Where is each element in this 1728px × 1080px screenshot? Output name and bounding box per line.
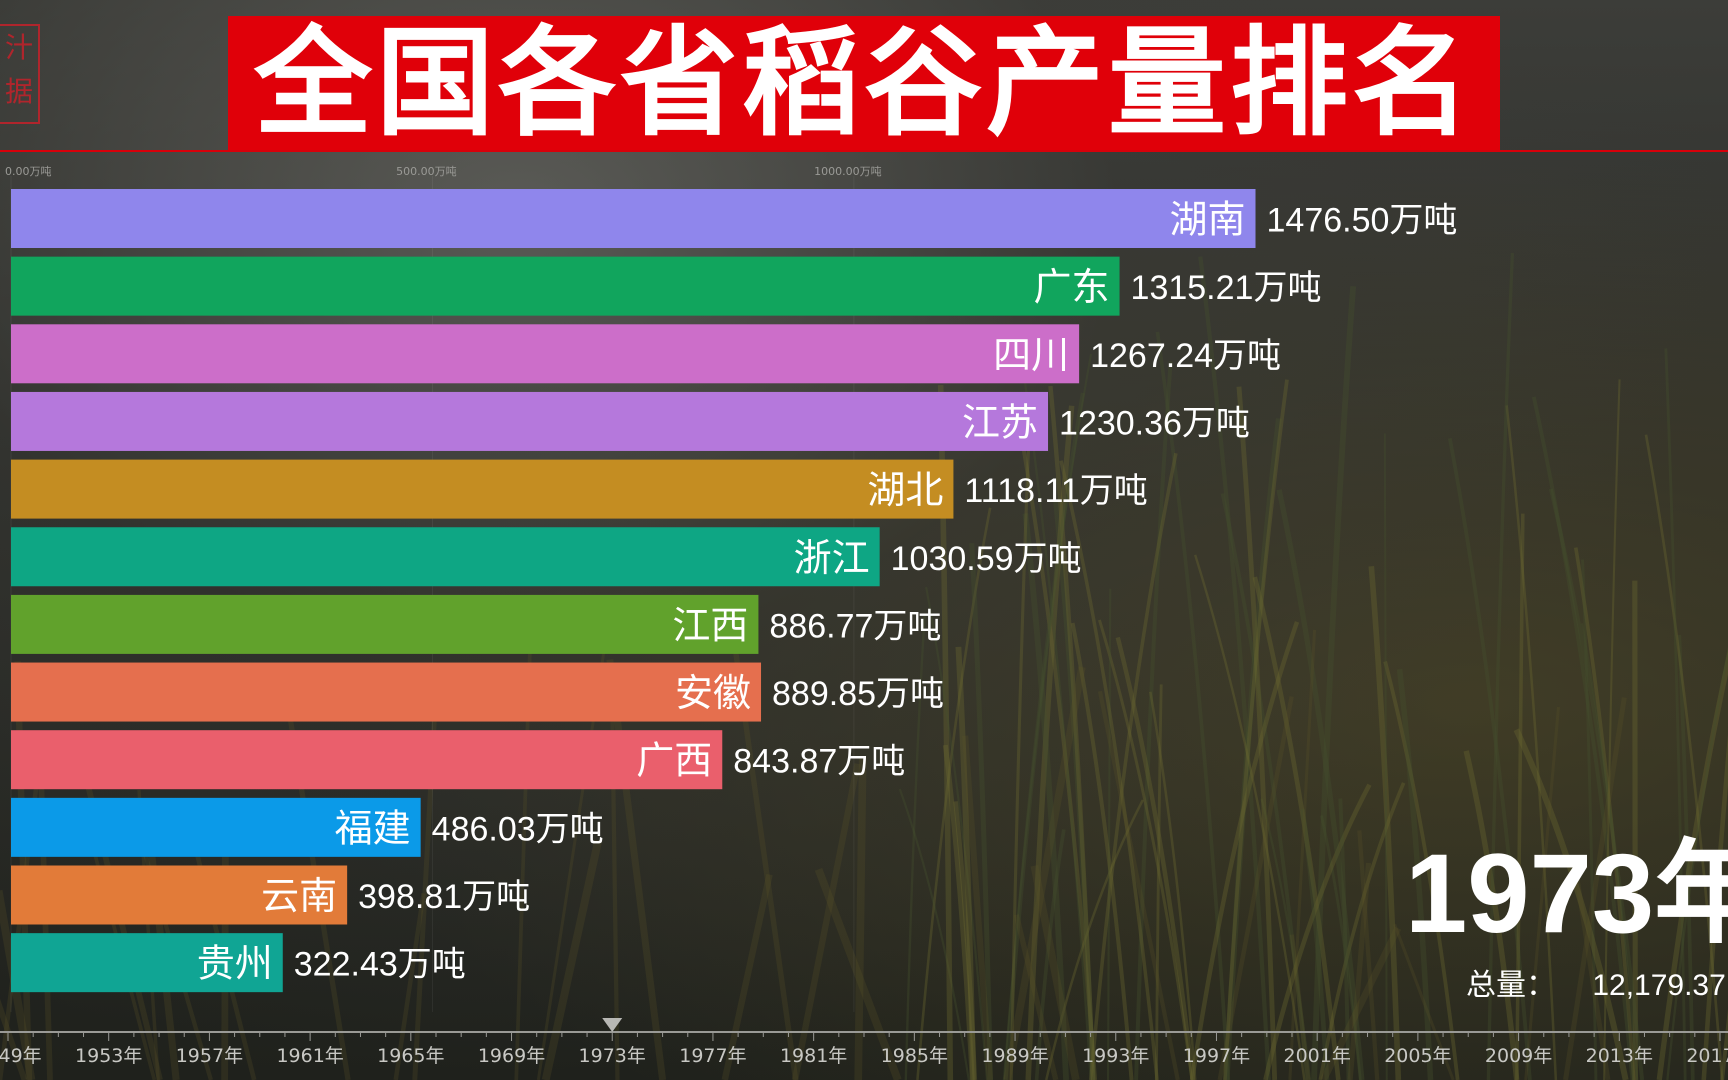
bar-value-label: 1476.50万吨: [1267, 202, 1458, 240]
top-axis-tick-label: 0.00万吨: [5, 165, 52, 178]
timeline-label: 2001年: [1283, 1045, 1350, 1067]
bar-name-label: 四川: [993, 333, 1069, 377]
bar-value-label: 1267.24万吨: [1090, 337, 1281, 375]
bar: [11, 933, 283, 993]
bar-value-label: 843.87万吨: [733, 743, 905, 781]
timeline-label: 2005年: [1384, 1045, 1451, 1067]
bar: [11, 324, 1080, 384]
total-readout: 总量： 12,179.37: [1466, 960, 1726, 1004]
bar: [11, 730, 723, 790]
bar-value-label: 322.43万吨: [294, 946, 466, 984]
bar-value-label: 1118.11万吨: [964, 472, 1147, 510]
timeline-label: 2009年: [1485, 1045, 1552, 1067]
bar-value-label: 398.81万吨: [358, 878, 530, 916]
timeline-label: 2013年: [1586, 1045, 1653, 1067]
bar-name-label: 广东: [1034, 265, 1110, 309]
bar-value-label: 1030.59万吨: [891, 540, 1082, 578]
bar-value-label: 886.77万吨: [769, 607, 941, 645]
title-banner: 全国各省稻谷产量排名: [228, 16, 1500, 150]
bar: [11, 459, 954, 519]
timeline-label: 1953年: [75, 1045, 142, 1067]
timeline-current-marker: [602, 1018, 623, 1032]
timeline-label: 1993年: [1082, 1045, 1149, 1067]
bar-name-label: 浙江: [794, 536, 870, 580]
top-axis-tick-label: 500.00万吨: [396, 165, 457, 178]
bar-value-label: 1315.21万吨: [1131, 269, 1322, 307]
bar-name-label: 安徽: [675, 671, 751, 715]
timeline-label: 1961年: [276, 1045, 343, 1067]
bar: [11, 391, 1049, 451]
timeline-label: 2017年: [1686, 1045, 1728, 1067]
top-axis-tick-label: 1000.00万吨: [814, 165, 882, 178]
bar-name-label: 贵州: [197, 942, 273, 986]
timeline-label: 1997年: [1183, 1045, 1250, 1067]
title-divider: [0, 150, 1728, 152]
bar: [11, 256, 1120, 316]
seal-logo: 汁据: [0, 24, 40, 124]
total-value: 12,179.37: [1592, 969, 1726, 1002]
bar: [11, 797, 421, 857]
bar: [11, 527, 880, 587]
bar: [11, 594, 759, 654]
bar-value-label: 486.03万吨: [432, 810, 604, 848]
bar-name-label: 江苏: [962, 400, 1038, 444]
total-label: 总量：: [1466, 969, 1556, 1002]
timeline-label: 1989年: [981, 1045, 1048, 1067]
bar-value-label: 1230.36万吨: [1059, 404, 1250, 442]
timeline-label: 1965年: [377, 1045, 444, 1067]
bar: [11, 189, 1256, 248]
timeline-label: 1973年: [579, 1045, 646, 1067]
bar-name-label: 云南: [261, 874, 337, 918]
bar: [11, 865, 348, 925]
timeline-label: 1969年: [478, 1045, 545, 1067]
bar-name-label: 江西: [672, 603, 748, 647]
timeline-label: 1977年: [679, 1045, 746, 1067]
current-year: 1973年: [1405, 831, 1728, 956]
timeline-label: 1981年: [780, 1045, 847, 1067]
bar-name-label: 福建: [335, 806, 411, 850]
timeline-label: 1949年: [0, 1045, 42, 1067]
bar-name-label: 湖南: [1169, 198, 1245, 242]
bar-name-label: 湖北: [867, 468, 943, 512]
timeline-label: 1957年: [176, 1045, 243, 1067]
chart-title: 全国各省稻谷产量排名: [253, 14, 1474, 152]
bar-name-label: 广西: [636, 739, 712, 783]
timeline-label: 1985年: [881, 1045, 948, 1067]
bar: [11, 662, 762, 722]
bar-value-label: 889.85万吨: [772, 675, 944, 713]
